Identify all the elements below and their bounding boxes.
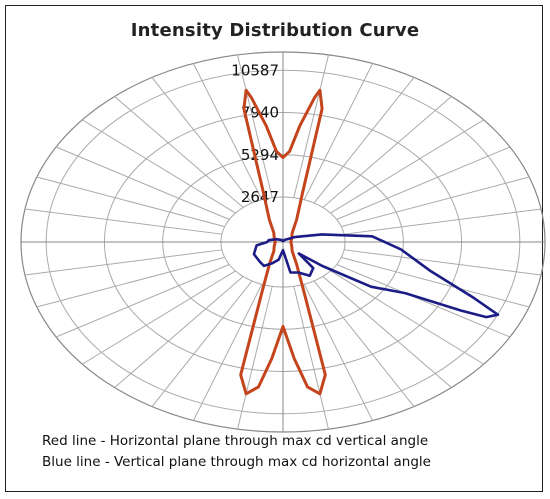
grid-spoke <box>36 176 225 228</box>
series-layer <box>239 88 500 396</box>
grid-spoke <box>341 256 530 308</box>
grid-spoke <box>151 77 253 204</box>
grid-spoke <box>36 256 225 308</box>
grid-spoke <box>24 208 223 235</box>
grid-spoke <box>55 264 230 338</box>
grid-spoke <box>114 96 244 208</box>
chart-title: Intensity Distribution Curve <box>130 20 420 41</box>
grid-spoke <box>341 176 530 228</box>
radial-tick-label: 10587 <box>231 61 279 79</box>
grid-spoke <box>237 286 273 430</box>
grid-spoke <box>336 146 511 220</box>
grid-spoke <box>322 96 452 208</box>
grid-spoke <box>303 284 374 421</box>
grid-spoke <box>192 63 263 200</box>
red-series-line <box>239 88 327 396</box>
grid-spoke <box>330 270 484 365</box>
grid-spoke <box>293 286 329 430</box>
grid-spoke <box>114 276 244 388</box>
grid-spoke <box>151 280 253 407</box>
radial-tick-label: 2647 <box>241 188 279 206</box>
grid-spoke <box>343 208 542 235</box>
blue-series-line <box>252 233 500 319</box>
legend-red-line: Red line - Horizontal plane through max … <box>42 433 429 449</box>
grid-spoke <box>82 270 236 365</box>
polar-grid <box>20 51 546 433</box>
grid-spoke <box>24 249 223 276</box>
grid-spoke <box>82 119 236 214</box>
grid-spoke <box>336 264 511 338</box>
grid-spoke <box>237 54 273 198</box>
grid-spoke <box>313 77 415 204</box>
radial-tick-label: 5294 <box>241 146 279 164</box>
grid-spoke <box>293 54 329 198</box>
grid-spoke <box>313 280 415 407</box>
grid-spoke <box>322 276 452 388</box>
grid-spoke <box>192 284 263 421</box>
grid-spoke <box>303 63 374 200</box>
grid-spoke <box>330 119 484 214</box>
grid-spoke <box>343 249 542 276</box>
legend-blue-line: Blue line - Vertical plane through max c… <box>42 454 431 470</box>
grid-spoke <box>55 146 230 220</box>
